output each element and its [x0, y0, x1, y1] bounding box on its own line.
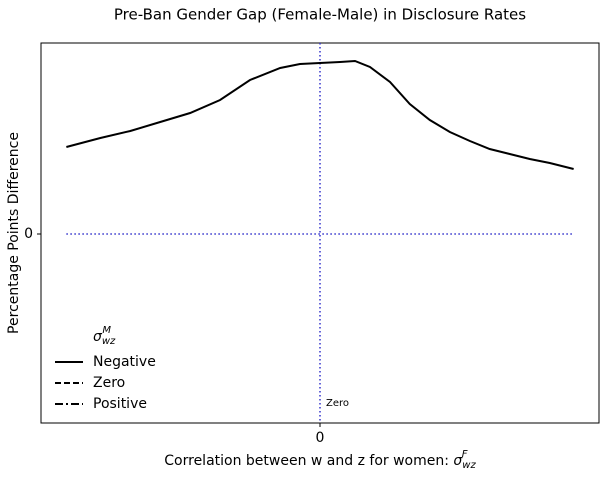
legend-label: Zero — [93, 375, 125, 391]
x-label-text: Correlation between w and z for women: — [164, 453, 453, 469]
legend-title-symbol: σ — [93, 329, 103, 345]
x-label-sup: F — [462, 449, 468, 460]
y-tick-label: 0 — [24, 226, 33, 242]
legend-title: σwzM — [93, 325, 116, 347]
legend-title-sub: wz — [102, 336, 116, 347]
legend-title-sup: M — [102, 325, 111, 336]
series-line — [66, 59, 574, 170]
x-axis-label: Correlation between w and z for women: σ… — [164, 449, 476, 471]
annotation: Zero — [326, 398, 349, 409]
y-axis-label: Percentage Points Difference — [6, 132, 22, 334]
legend-label: Positive — [93, 396, 147, 412]
legend-label: Negative — [93, 354, 156, 370]
x-label-symbol: σ — [453, 453, 463, 469]
x-label-sub: wz — [462, 460, 476, 471]
chart-title: Pre-Ban Gender Gap (Female-Male) in Disc… — [114, 6, 526, 24]
x-tick-label: 0 — [316, 430, 325, 446]
